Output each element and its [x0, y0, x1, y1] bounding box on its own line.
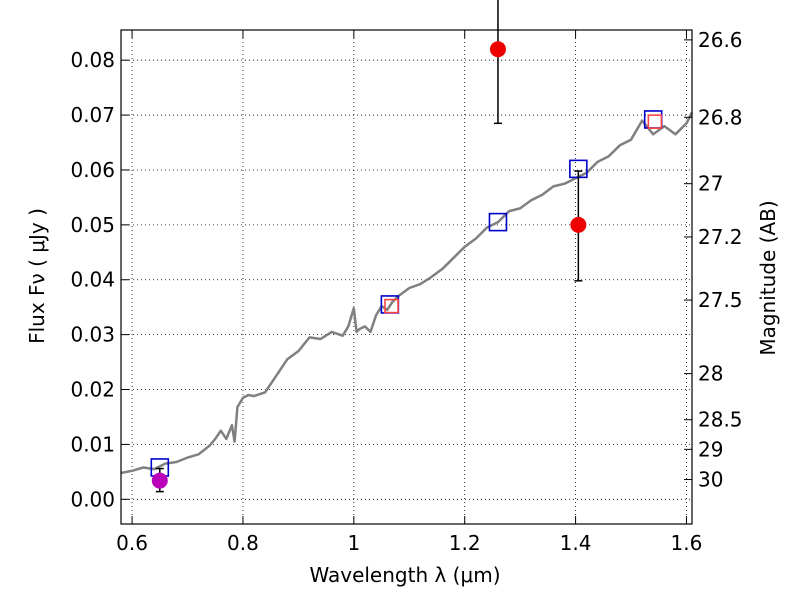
- y2-tick-label: 29: [698, 437, 723, 461]
- y2-tick-label: 26.6: [698, 28, 743, 52]
- open-square-point: [488, 212, 508, 232]
- plot-frame: [120, 29, 693, 525]
- x-tick-label: 1: [347, 531, 360, 555]
- y2-axis-title: Magnitude (AB): [756, 200, 780, 355]
- y-tick-label: 0.08: [70, 48, 115, 72]
- ticks: 0.6 0.8 1 1.2 1.4 1.6 0.00 0.01 0.02 0.03 0.04 0.05…: [70, 28, 742, 555]
- data-points-layer: [150, 0, 663, 493]
- y-tick-label: 0.02: [70, 378, 115, 402]
- filled-circle-point: [151, 472, 168, 489]
- y-axis-title: Flux Fν ( μJy ): [25, 208, 49, 344]
- x-tick-label: 1.2: [449, 531, 481, 555]
- y-tick-label: 0.06: [70, 158, 115, 182]
- y-tick-label: 0.07: [70, 103, 115, 127]
- x-tick-label: 1.4: [560, 531, 592, 555]
- y2-tick-label: 27.5: [698, 288, 743, 312]
- grid: [121, 30, 692, 524]
- y2-tick-label: 27: [698, 172, 723, 196]
- y-tick-label: 0.00: [70, 487, 115, 511]
- x-tick-label: 0.8: [227, 531, 259, 555]
- y2-tick-label: 28: [698, 362, 723, 386]
- x-tick-label: 1.6: [671, 531, 703, 555]
- x-axis-title: Wavelength λ (μm): [309, 563, 500, 587]
- model-spectrum-line: [120, 111, 694, 475]
- y-tick-label: 0.03: [70, 323, 115, 347]
- y2-tick-label: 26.8: [698, 105, 743, 129]
- filled-circle-point: [489, 41, 506, 58]
- y-tick-label: 0.04: [70, 268, 115, 292]
- y2-tick-label: 30: [698, 468, 723, 492]
- y-tick-label: 0.05: [70, 213, 115, 237]
- open-square-point: [384, 298, 399, 314]
- filled-circle-point: [570, 216, 587, 233]
- y2-tick-label: 27.2: [698, 225, 743, 249]
- model-spectrum-layer: [120, 111, 694, 475]
- y-tick-label: 0.01: [70, 432, 115, 456]
- y2-tick-label: 28.5: [698, 408, 743, 432]
- x-tick-label: 0.6: [116, 531, 148, 555]
- open-square-point: [647, 114, 663, 129]
